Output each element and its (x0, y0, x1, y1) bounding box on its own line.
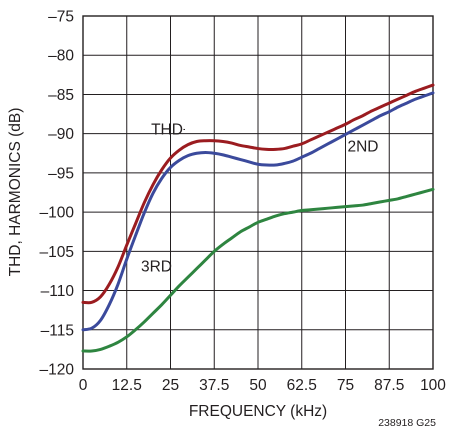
y-tick-label: –100 (40, 205, 75, 222)
x-axis-label: FREQUENCY (kHz) (189, 403, 327, 420)
y-tick-label: –85 (48, 87, 74, 104)
series-label-3rd: 3RD (141, 259, 172, 276)
series-annotations: THD 2ND 3RD (141, 121, 379, 275)
grid-lines (82, 15, 434, 370)
y-tick-label: –105 (40, 244, 74, 261)
x-tick-label: 0 (79, 377, 88, 394)
series-label-2nd: 2ND (347, 139, 378, 156)
series-line-thd (81, 83, 435, 305)
x-tick-label: 62.5 (287, 377, 317, 394)
x-tick-label: 37.5 (199, 377, 229, 394)
y-tick-label: –115 (41, 322, 74, 339)
x-tick-label: 50 (249, 377, 267, 394)
plot-frame (82, 15, 434, 370)
y-tick-label: –90 (48, 126, 74, 143)
figure-id: 238918 G25 (378, 417, 436, 428)
y-axis-label: THD, HARMONICS (dB) (7, 108, 24, 277)
y-tick-labels: –75 –80 –85 –90 –95 –100 –105 –110 –115 –120 (40, 9, 75, 379)
x-tick-label: 87.5 (374, 377, 404, 394)
data-series (81, 83, 435, 353)
x-tick-label: 12.5 (112, 377, 142, 394)
y-tick-label: –110 (41, 283, 75, 300)
series-line-2nd (81, 91, 435, 332)
series-label-thd: THD (151, 121, 183, 138)
y-tick-label: –95 (48, 165, 74, 182)
y-tick-label: –120 (40, 362, 75, 379)
x-tick-labels: 0 12.5 25 37.5 50 62.5 75 87.5 100 (79, 377, 447, 394)
x-tick-label: 25 (162, 377, 179, 394)
x-tick-label: 100 (420, 377, 446, 394)
series-line-3rd (81, 187, 435, 353)
y-tick-label: –80 (48, 48, 74, 65)
x-tick-label: 75 (337, 377, 354, 394)
y-tick-label: –75 (48, 9, 74, 26)
